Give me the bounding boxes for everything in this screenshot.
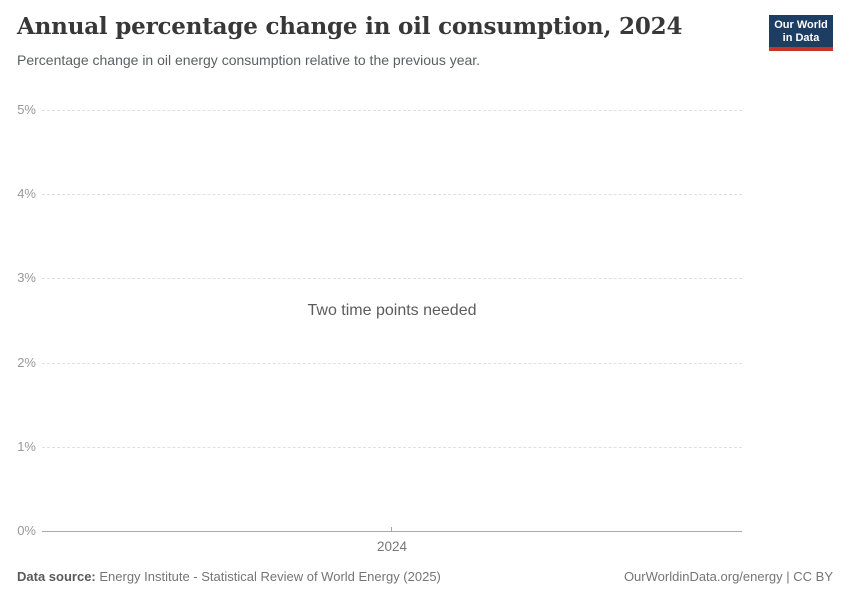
plot-area: Two time points needed <box>42 110 742 532</box>
attribution-link[interactable]: OurWorldinData.org/energy | CC BY <box>623 569 833 584</box>
chart-subtitle: Percentage change in oil energy consumpt… <box>17 52 481 68</box>
owid-logo-line2: in Data <box>782 32 820 44</box>
y-tick-label: 4% <box>17 186 36 202</box>
gridline <box>42 446 742 448</box>
y-tick-label: 5% <box>17 102 36 117</box>
gridline <box>42 110 742 111</box>
y-tick-label: 2% <box>17 354 36 370</box>
owid-logo[interactable]: Our World in Data <box>769 15 833 51</box>
data-source: Data source: Energy Institute - Statisti… <box>17 568 441 585</box>
data-source-label: Data source: <box>17 569 96 584</box>
y-axis: 0% 1% 2% 3% 4% 5% <box>0 102 36 538</box>
x-axis-tick-label: 2024 <box>376 539 408 554</box>
y-tick-label: 3% <box>17 270 36 286</box>
chart-footer: Data source: Energy Institute - Statisti… <box>17 568 833 585</box>
y-tick-label: 1% <box>17 438 36 454</box>
data-source-text: Energy Institute - Statistical Review of… <box>95 569 441 584</box>
gridline <box>42 278 742 280</box>
x-tick-mark <box>391 527 392 531</box>
y-tick-label: 0% <box>17 523 36 538</box>
x-axis-line <box>42 531 742 532</box>
gridline <box>42 362 742 364</box>
gridline <box>42 194 742 196</box>
owid-logo-line1: Our World <box>774 19 828 31</box>
empty-state-message: Two time points needed <box>307 302 477 319</box>
chart-title: Annual percentage change in oil consumpt… <box>17 13 683 40</box>
